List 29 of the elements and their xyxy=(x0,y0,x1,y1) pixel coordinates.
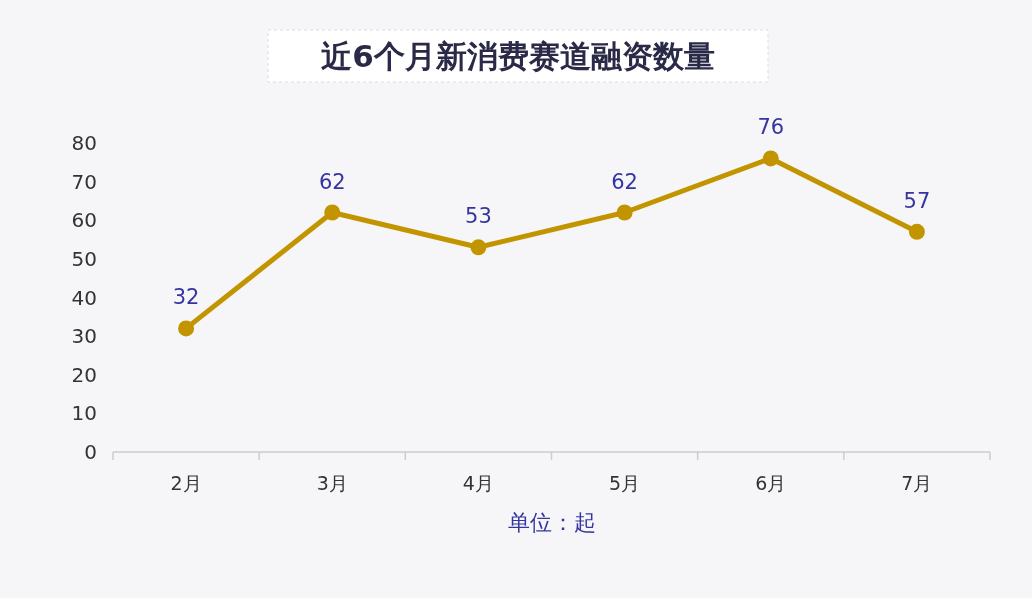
x-tick-label: 2月 xyxy=(170,472,202,494)
data-label: 62 xyxy=(318,169,346,194)
x-axis-title: 单位：起 xyxy=(507,510,596,535)
point xyxy=(178,320,195,337)
data-label: 62 xyxy=(611,169,638,194)
x-tick-label: 3月 xyxy=(316,472,348,494)
chart-title: 近6个月新消费赛道融资数量 xyxy=(321,38,715,74)
x-tick-label: 7月 xyxy=(901,472,933,494)
y-tick-label: 40 xyxy=(71,285,97,310)
data-label: 57 xyxy=(903,188,931,213)
data-label: 32 xyxy=(172,285,200,310)
data-label: 76 xyxy=(757,115,785,140)
y-tick-label: 50 xyxy=(71,246,97,271)
point xyxy=(762,150,779,167)
data-label: 53 xyxy=(465,204,492,229)
point xyxy=(470,239,487,256)
y-tick-label: 80 xyxy=(71,131,97,155)
x-tick-label: 5月 xyxy=(609,472,641,494)
y-tick-label: 10 xyxy=(71,401,97,426)
y-tick-label: 60 xyxy=(71,208,97,233)
point xyxy=(324,204,341,221)
y-tick-label: 30 xyxy=(71,324,97,349)
point xyxy=(908,223,925,240)
point xyxy=(616,204,633,221)
y-tick-label: 70 xyxy=(71,169,97,194)
y-tick-label: 0 xyxy=(84,440,97,464)
x-tick-label: 6月 xyxy=(755,472,787,494)
y-tick-label: 20 xyxy=(71,362,97,387)
x-tick-label: 4月 xyxy=(462,472,494,494)
